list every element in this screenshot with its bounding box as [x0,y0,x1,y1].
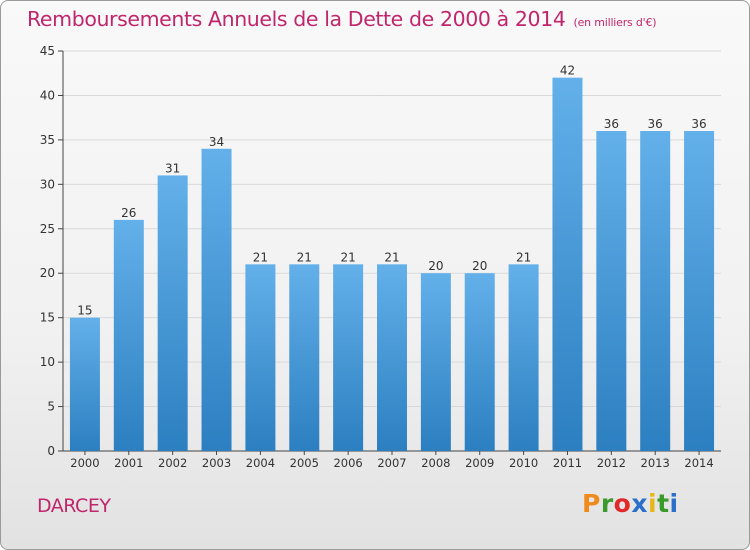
brand-letter: P [582,489,601,518]
y-tick-label: 10 [40,355,55,369]
bar-value-label: 36 [691,117,706,131]
y-tick-label: 35 [40,133,55,147]
bar [69,317,100,451]
bar [113,219,144,451]
bar [245,264,276,451]
bar [289,264,320,451]
bar-value-label: 31 [165,161,180,175]
x-tick-label: 2009 [465,456,494,470]
brand-letter: r [600,489,614,518]
bar-value-label: 36 [604,117,619,131]
bar [157,175,188,451]
bar-value-label: 36 [648,117,663,131]
labels: 15 26 31 34 21 21 21 21 20 20 21 42 36 36 36 [77,64,706,318]
brand-letter: o [613,489,632,518]
city-name: DARCEY [37,495,111,517]
bar-value-label: 20 [428,259,443,273]
bars [69,77,715,452]
y-tick-label: 40 [40,88,55,102]
bar-value-label: 21 [516,250,531,264]
y-tick-label: 0 [47,444,55,458]
bar [552,77,583,452]
bar [596,131,627,451]
x-tick-label: 2005 [290,456,319,470]
bar-value-label: 15 [77,304,92,318]
y-tick-label: 30 [40,177,55,191]
y-tick-label: 15 [40,311,55,325]
x-tick-label: 2001 [114,456,143,470]
x-tick-label: 2004 [246,456,275,470]
bar [333,264,364,451]
bar-value-label: 21 [297,250,312,264]
bar-value-label: 21 [253,250,268,264]
bar-value-label: 21 [384,250,399,264]
bar [420,273,451,451]
bar-value-label: 26 [121,206,136,220]
y-tick-label: 25 [40,222,55,236]
chart-title: Remboursements Annuels de la Dette de 20… [27,7,566,31]
x-tick-label: 2003 [202,456,231,470]
bar [640,131,671,451]
x-tick-label: 2000 [70,456,99,470]
bar-value-label: 42 [560,64,575,78]
x-tick-label: 2006 [333,456,362,470]
bar [684,131,715,451]
bar [508,264,539,451]
bar-value-label: 34 [209,135,224,149]
x-tick-label: 2007 [377,456,406,470]
bar [464,273,495,451]
x-tick-label: 2011 [553,456,582,470]
bar-value-label: 20 [472,259,487,273]
y-tick-label: 20 [40,266,55,280]
x-tick-label: 2013 [641,456,670,470]
bar [377,264,407,451]
x-tick-label: 2008 [421,456,450,470]
x-tick-label: 2012 [597,456,626,470]
bar-value-label: 21 [340,250,355,264]
brand-letter: t [657,489,670,518]
x-tick-label: 2014 [684,456,713,470]
y-tick-label: 5 [47,400,55,414]
brand-letter: x [631,489,648,518]
x-tick-label: 2002 [158,456,187,470]
proxiti-logo: Proxiti [582,489,679,518]
brand-letter: i [669,489,679,518]
x-tick-label: 2010 [509,456,538,470]
brand-letter: i [648,489,658,518]
bar [201,148,232,451]
chart-unit-label: (en milliers d'€) [573,16,657,29]
chart-title-row: Remboursements Annuels de la Dette de 20… [27,7,657,31]
y-tick-label: 45 [40,44,55,58]
